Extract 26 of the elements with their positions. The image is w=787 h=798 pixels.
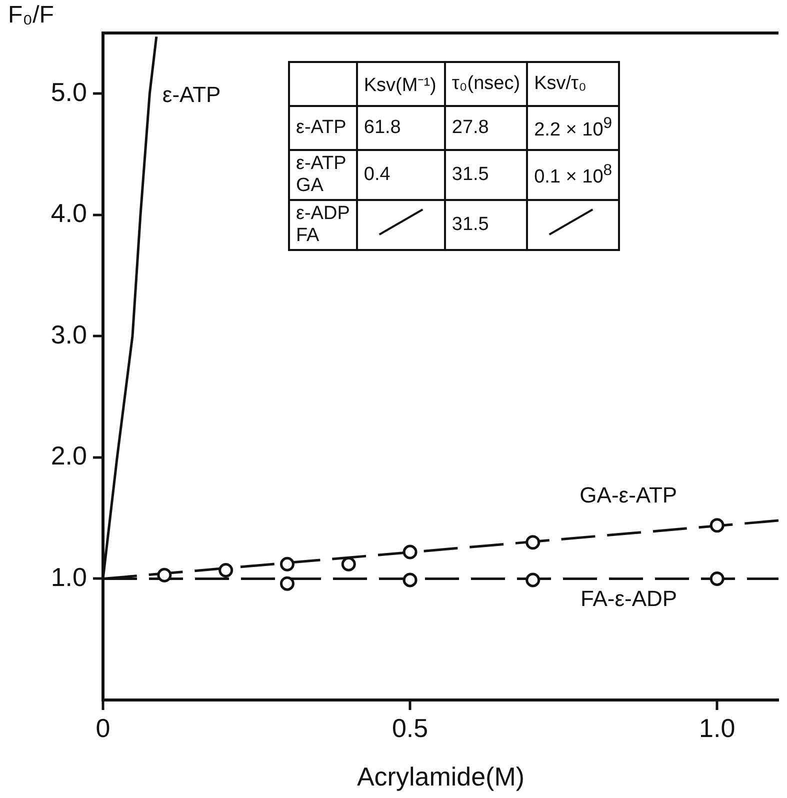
y-tick-label: 4.0 xyxy=(50,198,87,228)
annotation: ε-ATP xyxy=(289,106,357,150)
series-label: GA-ε-ATP xyxy=(580,482,678,508)
annotation: 0.1 × 10$^{8}$ xyxy=(527,150,620,200)
series-label: FA-ε-ADP xyxy=(580,586,678,611)
x-axis-title: Acrylamide(M) xyxy=(356,762,525,792)
x-tick-label: 0.5 xyxy=(392,712,428,743)
y-tick-label: 2.0 xyxy=(50,440,87,471)
annotation: τ₀(nsec) xyxy=(444,62,528,106)
y-tick-label: 3.0 xyxy=(50,319,87,350)
y-tick-label: 5.0 xyxy=(50,76,87,107)
x-tick-label: 1.0 xyxy=(699,712,736,743)
y-tick-label: 1.0 xyxy=(50,562,87,592)
series-label: ε-ATP xyxy=(162,82,221,108)
annotation: Ksv/τ₀ xyxy=(527,62,620,106)
annotation: 0.4 xyxy=(356,150,445,200)
annotation: 61.8 xyxy=(356,106,445,150)
annotation: ε-ADP FA xyxy=(289,200,357,250)
x-tick-label: 0 xyxy=(96,712,110,743)
annotation: Ksv(M⁻¹) xyxy=(356,62,445,106)
annotation: 31.5 xyxy=(444,200,528,250)
annotation: 27.8 xyxy=(444,106,528,150)
annotation: ε-ATP GA xyxy=(289,150,357,200)
annotation: 2.2 × 10$^{9}$ xyxy=(527,106,620,150)
y-axis-title: F₀/F xyxy=(8,2,54,29)
annotation: 31.5 xyxy=(444,150,528,200)
